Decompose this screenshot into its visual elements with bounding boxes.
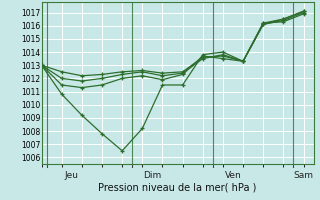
Text: Ven: Ven [225,171,241,180]
Text: Sam: Sam [293,171,314,180]
Text: Jeu: Jeu [65,171,79,180]
X-axis label: Pression niveau de la mer( hPa ): Pression niveau de la mer( hPa ) [99,183,257,193]
Text: Dim: Dim [143,171,162,180]
